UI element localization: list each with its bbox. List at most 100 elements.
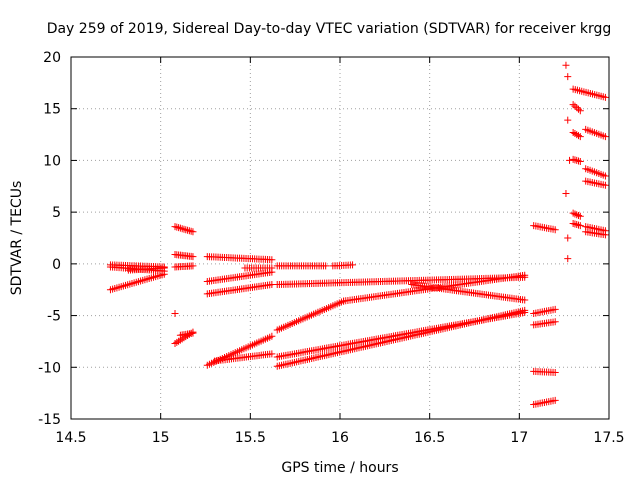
series-arc-38: [582, 165, 609, 180]
data-point: [569, 129, 577, 137]
series-arc-34: [569, 101, 584, 115]
series-arc-31: [562, 190, 572, 242]
series-arc-33: [569, 85, 609, 101]
data-point: [564, 73, 572, 81]
data-point: [521, 296, 529, 304]
series-arc-27: [530, 367, 559, 376]
data-point: [571, 220, 579, 228]
series-arc-35: [569, 129, 584, 141]
series-arc-24: [530, 222, 559, 234]
series-arc-7: [171, 262, 197, 271]
x-tick-label: 17.5: [593, 430, 624, 446]
data-point: [173, 338, 181, 346]
series-arc-15: [210, 350, 276, 365]
data-point: [551, 226, 559, 234]
x-tick-label: 15.5: [235, 430, 266, 446]
series-arc-5: [171, 223, 197, 236]
data-point: [180, 225, 188, 233]
data-point: [575, 221, 583, 229]
data-point: [268, 256, 276, 264]
data-point: [575, 132, 583, 140]
data-point: [601, 181, 609, 189]
data-point: [601, 172, 609, 180]
x-tick-label: 14.5: [55, 430, 86, 446]
y-tick-label: -15: [38, 412, 61, 428]
data-point: [573, 156, 581, 164]
data-point: [185, 227, 193, 235]
y-axis-label: SDTVAR / TECUs: [9, 181, 25, 296]
series-arc-12: [203, 281, 276, 298]
data-point: [322, 262, 330, 270]
data-point: [521, 271, 529, 279]
y-tick-label: 20: [43, 50, 61, 66]
data-point: [160, 264, 168, 272]
y-tick-label: 10: [43, 153, 61, 169]
series-arc-40: [569, 209, 584, 220]
data-point: [564, 255, 572, 263]
series-arc-25: [530, 305, 559, 318]
data-point: [576, 133, 584, 141]
data-point: [562, 61, 570, 69]
data-point: [175, 337, 183, 345]
series-arc-43: [582, 228, 609, 239]
data-point: [176, 224, 184, 232]
data-point: [576, 157, 584, 165]
series-arc-3: [106, 270, 168, 294]
data-point: [171, 310, 179, 318]
data-point: [268, 264, 276, 272]
y-tick-label: 5: [52, 205, 61, 221]
data-point: [173, 223, 181, 231]
data-point: [571, 210, 579, 218]
data-point: [569, 209, 577, 217]
x-tick-label: 17: [510, 430, 528, 446]
data-point: [573, 131, 581, 139]
y-tick-label: -10: [38, 360, 61, 376]
data-point: [182, 226, 190, 234]
data-point: [187, 227, 195, 235]
data-point: [189, 228, 197, 236]
series-arc-6: [171, 251, 197, 261]
series-arc-23: [340, 271, 529, 305]
data-point: [178, 225, 186, 233]
data-point: [601, 133, 609, 141]
axis-ticks: 14.5 15 15.5 16 16.5 17 17.5 -15 -10 -5 0 5 10 15 20: [38, 50, 624, 446]
data-point: [566, 156, 574, 164]
data-point: [576, 222, 584, 230]
x-axis-label: GPS time / hours: [281, 460, 398, 476]
data-point: [562, 190, 570, 198]
x-tick-label: 16: [331, 430, 349, 446]
data-point: [564, 234, 572, 242]
data-point: [564, 116, 572, 124]
data-point: [551, 305, 559, 313]
series-arc-16: [273, 262, 330, 270]
y-tick-label: 15: [43, 102, 61, 118]
data-point: [569, 155, 577, 163]
x-tick-label: 15: [152, 430, 170, 446]
data-point: [575, 105, 583, 113]
y-tick-label: -5: [47, 309, 61, 325]
data-point: [573, 104, 581, 112]
data-point: [571, 130, 579, 138]
series-arc-29: [562, 61, 572, 81]
data-point: [575, 212, 583, 220]
data-point: [551, 396, 559, 404]
data-point: [569, 101, 577, 109]
series-arc-21: [273, 308, 529, 361]
series-arc-37: [569, 155, 584, 165]
series-arc-28: [530, 396, 559, 409]
series-arc-32: [564, 255, 572, 263]
data-point: [573, 221, 581, 229]
data-point: [160, 270, 168, 278]
series-arc-22: [273, 297, 348, 334]
series-arc-4: [124, 264, 168, 274]
data-point: [268, 350, 276, 358]
data-point: [571, 102, 579, 110]
data-point: [171, 223, 179, 231]
data-point: [601, 93, 609, 101]
series-arc-26: [530, 318, 559, 329]
data-point: [551, 318, 559, 326]
data-point: [268, 332, 276, 340]
data-point: [551, 368, 559, 376]
data-points: [106, 61, 609, 409]
